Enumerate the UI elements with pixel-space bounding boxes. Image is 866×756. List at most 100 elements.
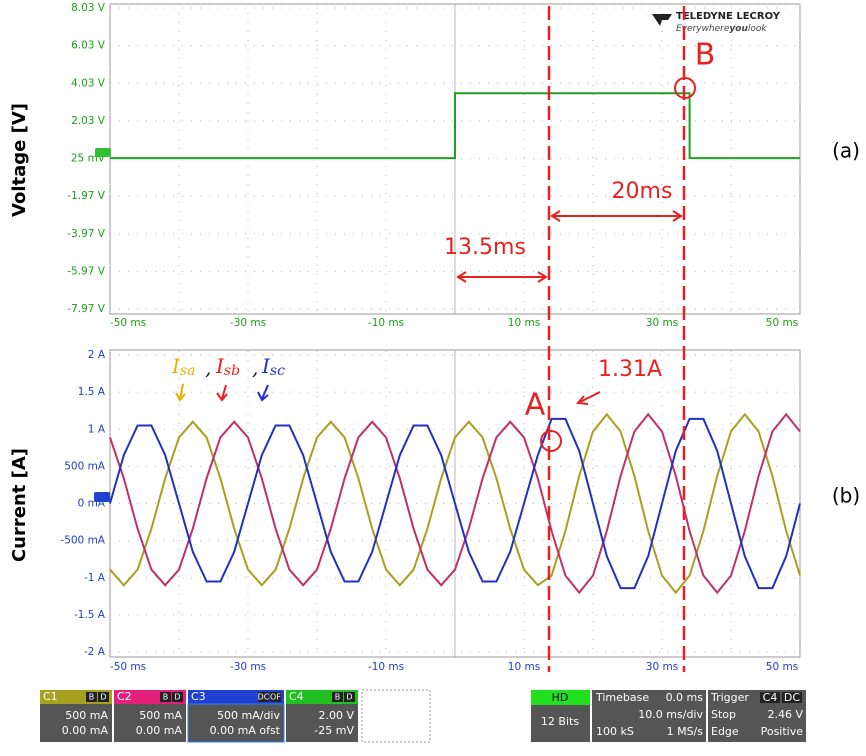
timebase-offset: 0.0 ms bbox=[666, 691, 704, 704]
badge-label: B bbox=[163, 693, 169, 702]
y-tick-label: -5.97 V bbox=[67, 265, 106, 277]
trace bbox=[109, 412, 801, 595]
brand-logo bbox=[652, 14, 672, 26]
badge-label: OF bbox=[270, 693, 281, 702]
point-marker bbox=[540, 430, 562, 452]
trigger-slope: Positive bbox=[761, 725, 804, 738]
channel-marker bbox=[95, 148, 111, 157]
tagline: Everywhere bbox=[676, 24, 730, 34]
y-tick-label: -1.97 V bbox=[67, 190, 106, 202]
separator: , bbox=[205, 356, 211, 380]
x-tick-label: -50 ms bbox=[110, 661, 146, 673]
trigger-coupling: DC bbox=[784, 691, 800, 704]
x-tick-label: 30 ms bbox=[646, 317, 678, 329]
y-tick-label: -1 A bbox=[84, 572, 106, 584]
timebase-rate: 1 MS/s bbox=[667, 725, 704, 738]
panel-label: (b) bbox=[832, 484, 860, 508]
y-tick-label: -500 mA bbox=[60, 535, 105, 547]
x-tick-label: -30 ms bbox=[230, 317, 266, 329]
x-tick-label: -50 ms bbox=[110, 317, 146, 329]
channel-offset: 0.00 mA bbox=[62, 724, 109, 737]
badge bbox=[332, 692, 343, 702]
y-tick-label: 2.03 V bbox=[71, 115, 106, 127]
legend-text: I bbox=[215, 354, 225, 378]
channel-scale: 2.00 V bbox=[318, 709, 354, 722]
x-tick-label: 10 ms bbox=[508, 661, 540, 673]
y-axis-label: Current [A] bbox=[9, 448, 30, 562]
x-tick-label: -30 ms bbox=[230, 661, 266, 673]
trigger-mode: Stop bbox=[711, 708, 736, 721]
channel-offset: -25 mV bbox=[314, 724, 354, 737]
y-tick-label: 8.03 V bbox=[71, 2, 106, 14]
badge bbox=[258, 692, 269, 702]
channel-body bbox=[40, 704, 112, 742]
hd-header bbox=[531, 690, 590, 705]
annotation: 1.31A bbox=[598, 357, 662, 382]
empty-slot bbox=[361, 689, 431, 743]
trace bbox=[110, 92, 800, 160]
annotation: B bbox=[695, 38, 716, 73]
channel-scale: 500 mA/div bbox=[217, 709, 280, 722]
trigger-title: Trigger bbox=[710, 691, 749, 704]
y-tick-label: -1.5 A bbox=[74, 609, 106, 621]
badge-label: B bbox=[89, 693, 95, 702]
badge bbox=[344, 692, 355, 702]
x-tick-label: 10 ms bbox=[508, 317, 540, 329]
arrow bbox=[175, 383, 186, 402]
channel-name: C3 bbox=[191, 690, 206, 703]
timebase-box bbox=[592, 690, 706, 742]
annotation: A bbox=[525, 388, 546, 423]
legend-sub: sb bbox=[224, 363, 240, 379]
legend-label: Isb bbox=[215, 354, 240, 380]
brand-tagline: Everywhereyoulook bbox=[676, 24, 767, 34]
channel-name: C1 bbox=[43, 690, 58, 703]
channel-scale: 500 mA bbox=[139, 709, 182, 722]
x-tick-label: 50 ms bbox=[766, 661, 798, 673]
badge-label: D bbox=[174, 693, 180, 702]
x-tick-label: 30 ms bbox=[646, 661, 678, 673]
arrow-head bbox=[456, 271, 548, 283]
badge bbox=[172, 692, 183, 702]
y-tick-label: 1 A bbox=[88, 423, 106, 435]
badge-label: B bbox=[335, 693, 341, 702]
y-tick-label: 6.03 V bbox=[71, 40, 106, 52]
channel-body bbox=[114, 704, 186, 742]
legend-sub: sc bbox=[270, 363, 285, 379]
channel-offset: 0.00 mA ofst bbox=[210, 724, 281, 737]
trigger-source: C4 bbox=[763, 691, 778, 704]
point-marker bbox=[674, 77, 696, 99]
badge bbox=[86, 692, 97, 702]
channel-body bbox=[286, 704, 358, 742]
y-tick-label: 2 A bbox=[88, 349, 106, 361]
arrow bbox=[257, 384, 269, 402]
trigger-src bbox=[760, 692, 780, 703]
hd-body bbox=[531, 705, 590, 742]
legend-label: Isc bbox=[261, 354, 285, 380]
y-axis-label: Voltage [V] bbox=[9, 103, 30, 217]
panel-label: (a) bbox=[832, 139, 860, 163]
timebase-samples: 100 kS bbox=[596, 725, 634, 738]
trigger-type: Edge bbox=[711, 725, 739, 738]
badge-label: D bbox=[100, 693, 106, 702]
arrow-head bbox=[550, 210, 683, 222]
channel-scale: 500 mA bbox=[65, 709, 108, 722]
y-tick-label: -7.97 V bbox=[67, 303, 106, 315]
x-tick-label: -10 ms bbox=[368, 317, 404, 329]
y-tick-label: -3.97 V bbox=[67, 228, 106, 240]
legend-text: I bbox=[261, 354, 271, 378]
trigger-cpl bbox=[782, 692, 802, 703]
channel-name: C2 bbox=[117, 690, 132, 703]
badge bbox=[270, 692, 281, 702]
y-tick-label: 4.03 V bbox=[71, 77, 106, 89]
badge-label: DC bbox=[258, 693, 270, 702]
badge bbox=[160, 692, 171, 702]
y-tick-label: 1.5 A bbox=[78, 386, 106, 398]
channel-body bbox=[187, 703, 285, 743]
annotation: 20ms bbox=[612, 179, 673, 204]
legend-label: Isa bbox=[171, 354, 195, 380]
arrow-head bbox=[575, 395, 589, 405]
tagline: you bbox=[729, 24, 748, 34]
y-tick-label: 500 mA bbox=[64, 460, 106, 472]
y-tick-label: -2 A bbox=[84, 646, 106, 658]
